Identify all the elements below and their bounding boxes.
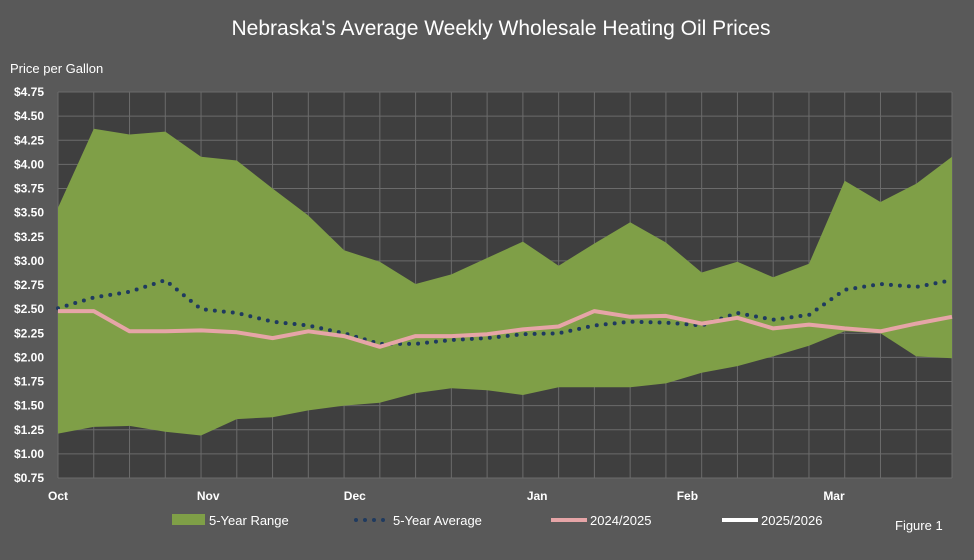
legend-label: 5-Year Average bbox=[393, 513, 482, 528]
x-tick-label: Mar bbox=[823, 489, 845, 503]
y-tick-label: $3.75 bbox=[14, 182, 44, 196]
y-tick-label: $0.75 bbox=[14, 471, 44, 485]
y-tick-label: $2.25 bbox=[14, 326, 44, 340]
y-tick-label: $2.00 bbox=[14, 350, 44, 364]
series-5-year-range-area bbox=[58, 128, 952, 436]
series-5-year-average-line bbox=[56, 277, 954, 346]
y-tick-label: $1.25 bbox=[14, 423, 44, 437]
series-2024-2025-line bbox=[58, 309, 953, 349]
y-tick-label: $4.25 bbox=[14, 133, 44, 147]
y-tick-label: $4.00 bbox=[14, 157, 44, 171]
y-tick-label: $4.75 bbox=[14, 85, 44, 99]
y-tick-label: $3.25 bbox=[14, 230, 44, 244]
figure-label: Figure 1 bbox=[895, 518, 943, 533]
y-axis-ticks: $0.75 $1.00 $1.25 $1.50 $1.75 $2.00 $2.25 $2.50… bbox=[14, 85, 44, 485]
x-tick-label: Dec bbox=[344, 489, 366, 503]
y-tick-label: $1.75 bbox=[14, 375, 44, 389]
legend: 5-Year Range 5-Year Average 2024/2025 2025/… bbox=[172, 513, 822, 528]
legend-item-5-year-range: 5-Year Range bbox=[172, 513, 289, 528]
chart-title: Nebraska's Average Weekly Wholesale Heat… bbox=[232, 17, 771, 40]
legend-item-5-year-average: 5-Year Average bbox=[354, 513, 482, 528]
y-tick-label: $2.75 bbox=[14, 278, 44, 292]
y-tick-label: $3.00 bbox=[14, 254, 44, 268]
x-tick-label: Nov bbox=[197, 489, 220, 503]
y-axis-label: Price per Gallon bbox=[10, 61, 103, 76]
y-tick-label: $3.50 bbox=[14, 206, 44, 220]
y-tick-label: $4.50 bbox=[14, 109, 44, 123]
y-tick-label: $1.50 bbox=[14, 399, 44, 413]
plot-area bbox=[56, 91, 954, 479]
y-tick-label: $2.50 bbox=[14, 302, 44, 316]
x-tick-label: Oct bbox=[48, 489, 68, 503]
legend-item-2024-2025: 2024/2025 bbox=[551, 513, 651, 528]
x-tick-label: Jan bbox=[527, 489, 548, 503]
legend-item-2025-2026: 2025/2026 bbox=[722, 513, 822, 528]
legend-label: 2024/2025 bbox=[590, 513, 651, 528]
legend-swatch bbox=[172, 514, 205, 525]
legend-label: 5-Year Range bbox=[209, 513, 289, 528]
x-axis-ticks: Oct Nov Dec Jan Feb Mar bbox=[48, 489, 845, 503]
legend-label: 2025/2026 bbox=[761, 513, 822, 528]
x-tick-label: Feb bbox=[677, 489, 698, 503]
y-tick-label: $1.00 bbox=[14, 447, 44, 461]
